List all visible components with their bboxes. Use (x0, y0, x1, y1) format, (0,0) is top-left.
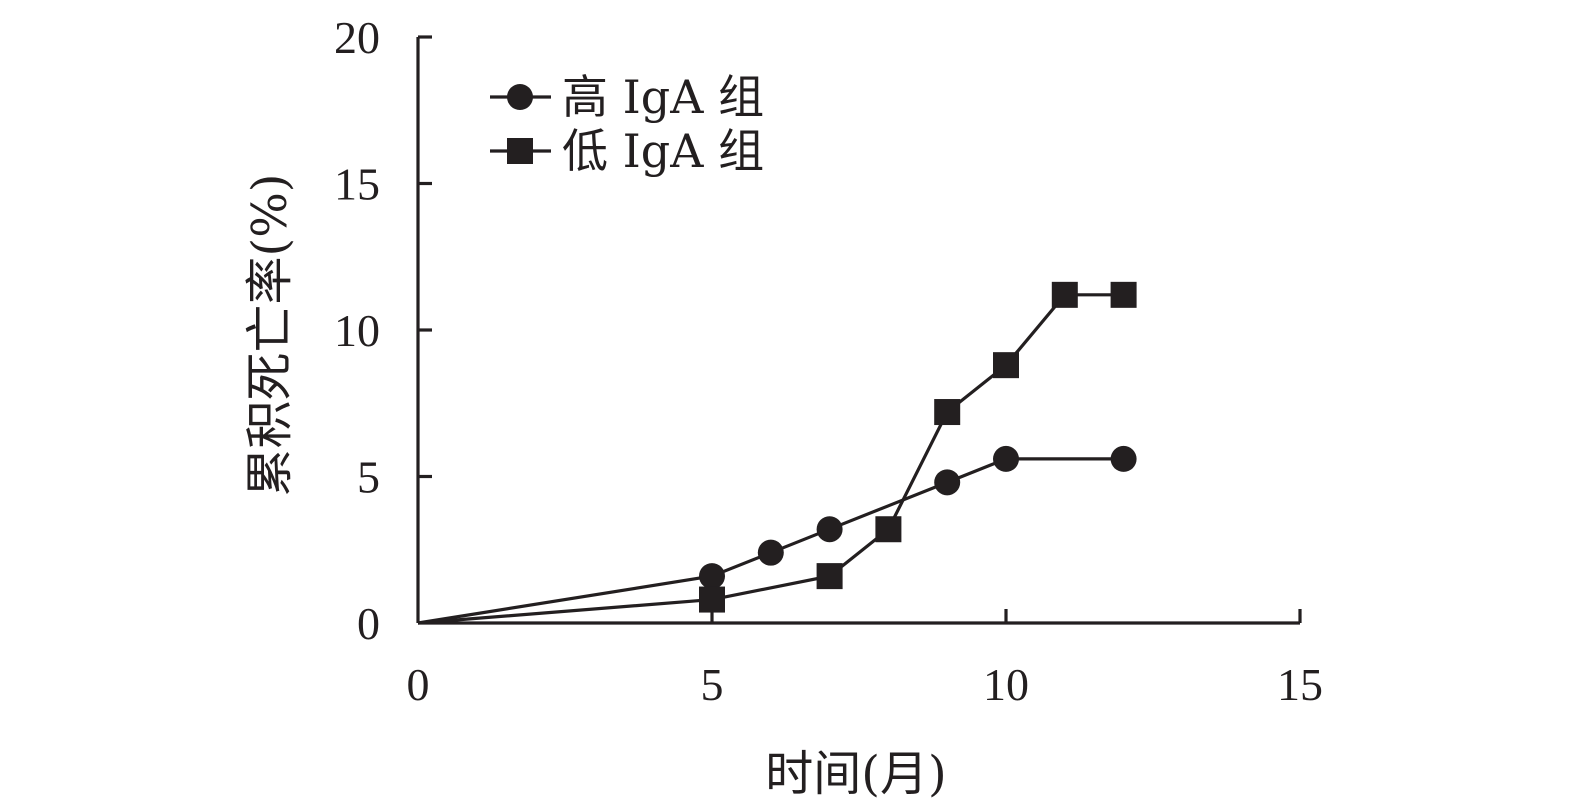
x-ticks: 0 5 10 15 (407, 609, 1323, 710)
x-tick-label: 15 (1277, 659, 1323, 710)
x-tick-label: 5 (701, 659, 724, 710)
legend-item-low-iga: 低 IgA 组 (490, 124, 764, 178)
data-point-low-iga (816, 563, 843, 590)
y-axis-title: 累积死亡率(%) (242, 173, 298, 496)
legend-marker-square (507, 138, 533, 164)
data-point-high-iga (699, 563, 725, 590)
y-tick-label: 0 (357, 598, 380, 649)
series-layer (417, 281, 1137, 625)
legend-label-low-iga: 低 IgA 组 (562, 124, 764, 178)
data-point-high-iga (757, 539, 784, 566)
x-tick-label: 0 (407, 659, 430, 710)
legend: 高 IgA 组 低 IgA 组 (490, 70, 764, 178)
data-point-low-iga (993, 352, 1019, 379)
data-point-low-iga (1051, 281, 1078, 308)
y-tick-label: 20 (334, 12, 380, 63)
legend-label-high-iga: 高 IgA 组 (562, 70, 764, 124)
data-point-high-iga (934, 469, 961, 496)
axes (416, 37, 1300, 625)
data-point-high-iga (993, 445, 1019, 472)
legend-item-high-iga: 高 IgA 组 (490, 70, 764, 124)
y-ticks: 0 5 10 15 20 (334, 12, 432, 649)
y-tick-label: 15 (334, 159, 380, 210)
data-point-low-iga (699, 586, 725, 613)
y-tick-label: 5 (357, 452, 380, 503)
data-point-high-iga (816, 516, 843, 543)
data-point-low-iga (1110, 281, 1137, 308)
data-point-high-iga (1110, 445, 1137, 472)
legend-marker-circle (507, 84, 533, 110)
y-tick-label: 10 (334, 305, 380, 356)
data-point-low-iga (934, 399, 961, 426)
x-axis-title: 时间(月) (765, 746, 946, 802)
data-point-low-iga (875, 516, 902, 543)
x-tick-label: 10 (983, 659, 1029, 710)
